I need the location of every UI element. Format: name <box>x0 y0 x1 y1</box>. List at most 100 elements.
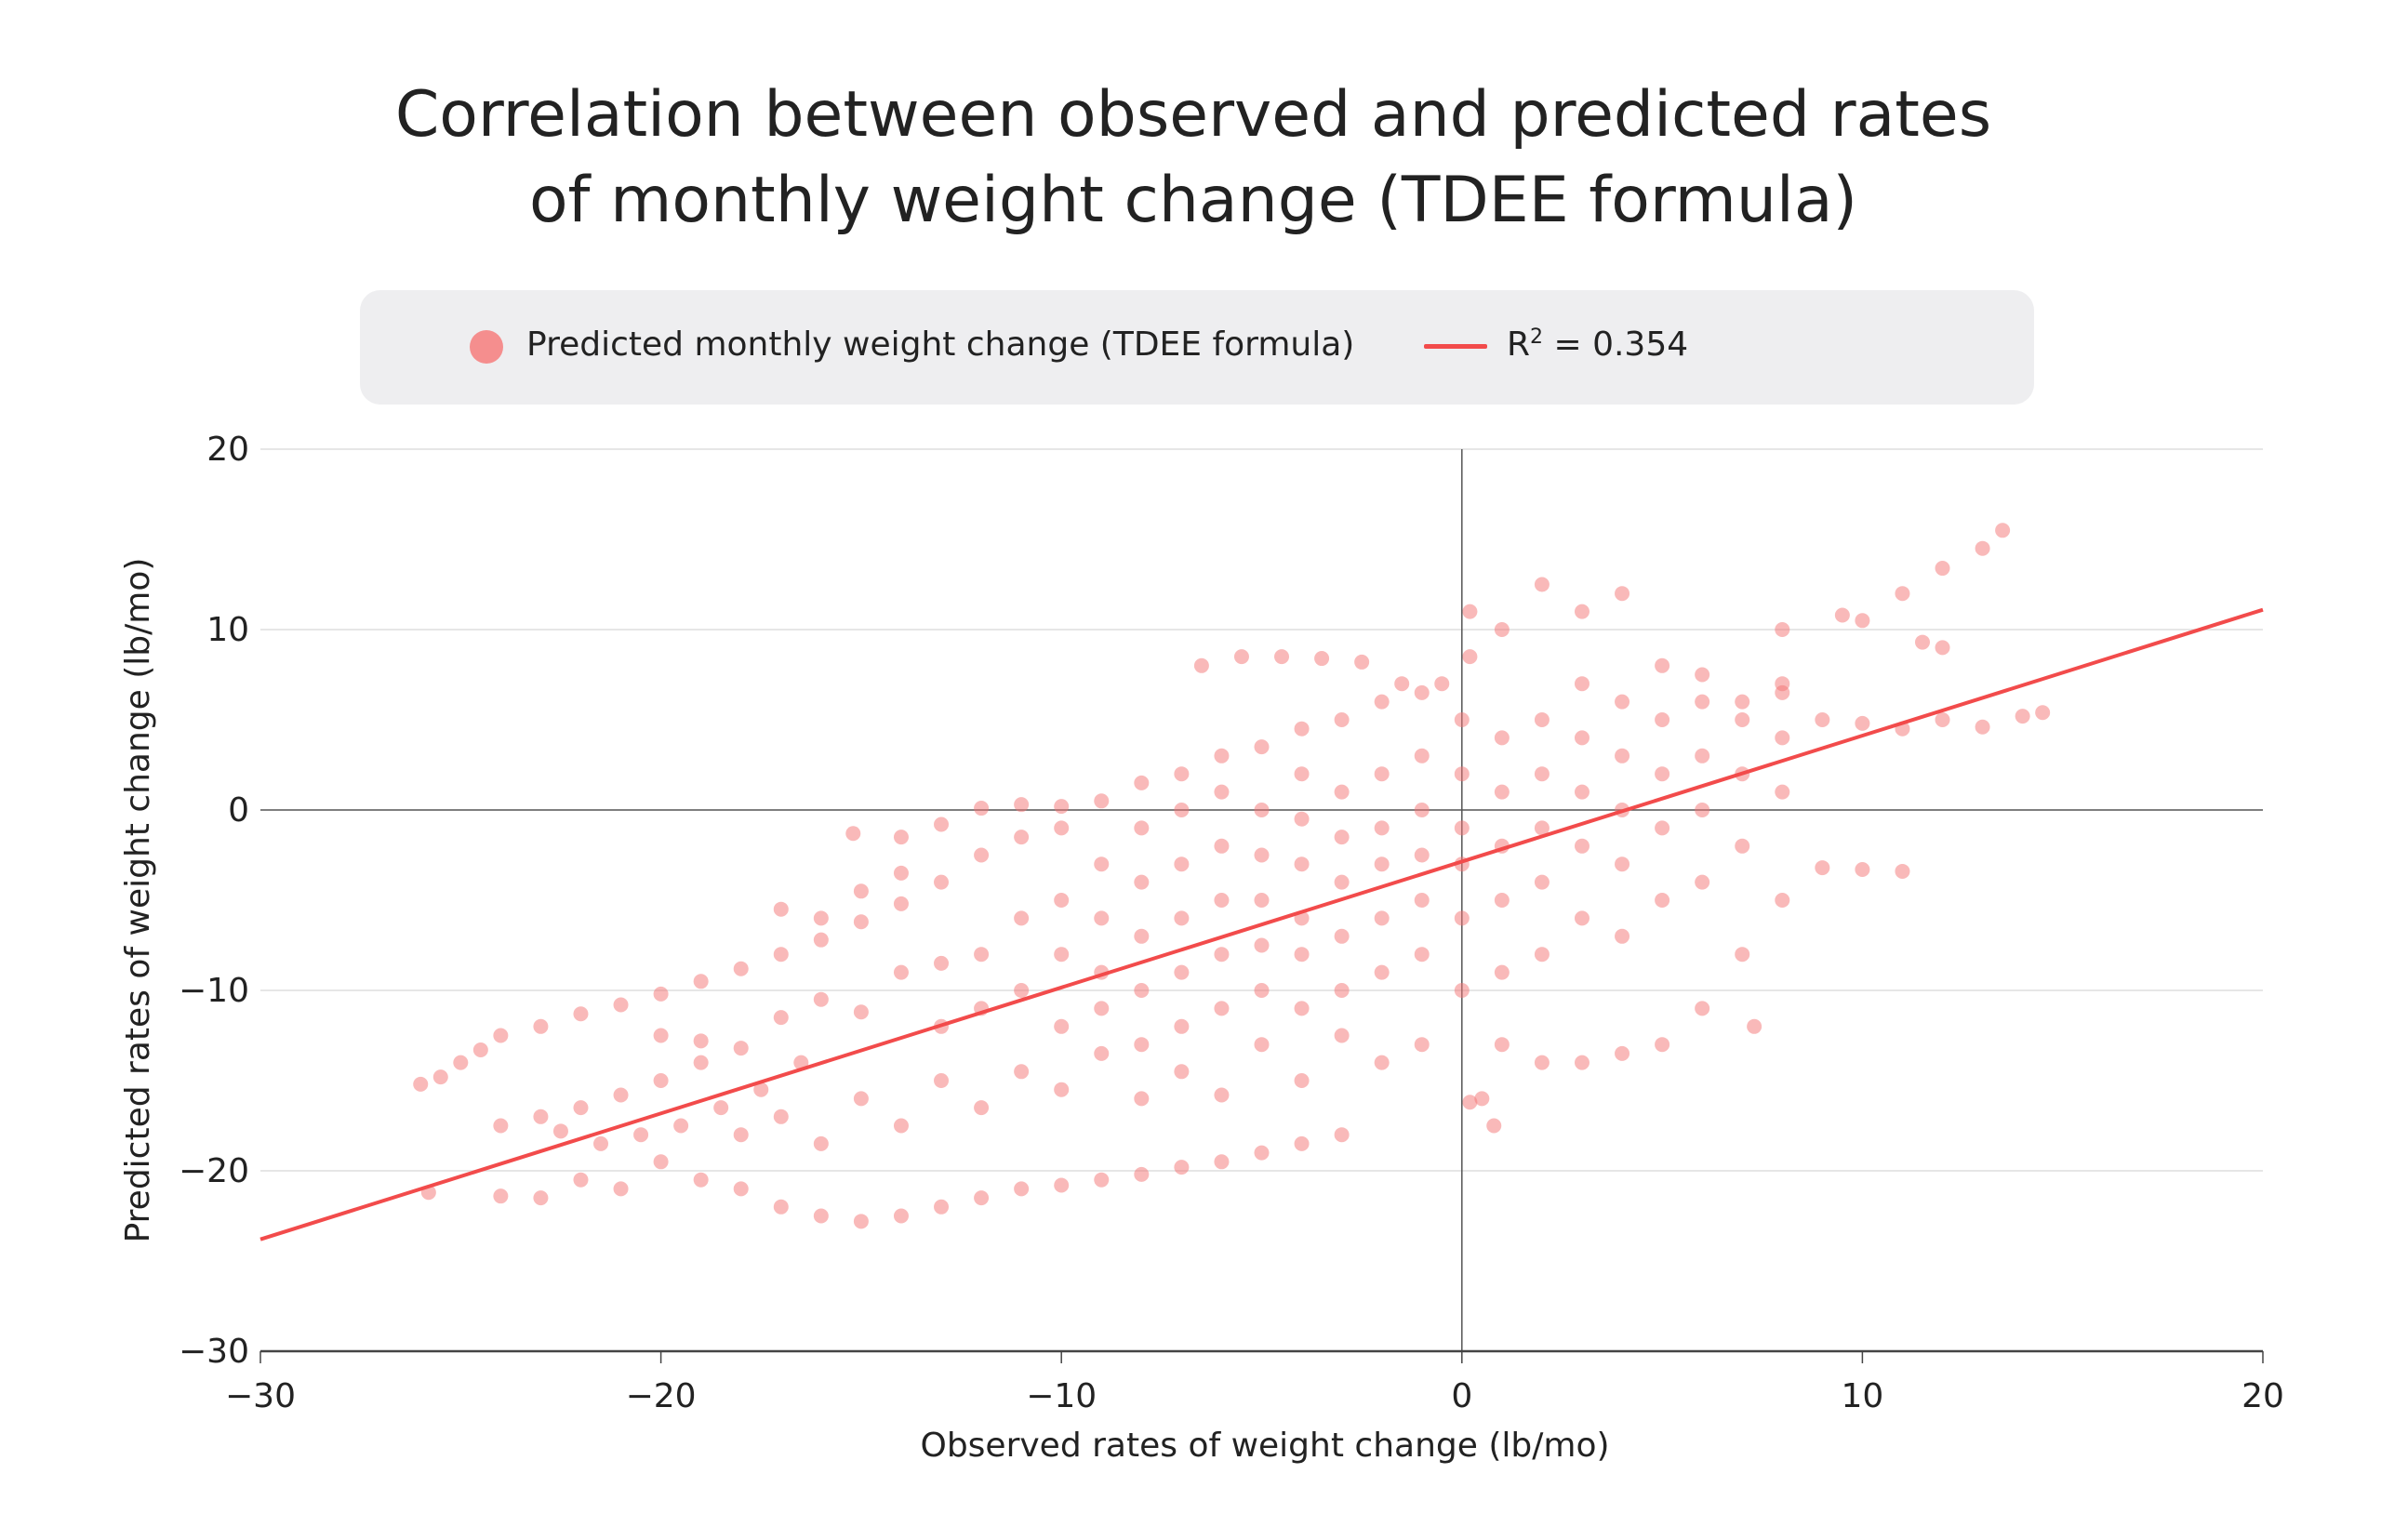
data-point <box>1534 577 1550 592</box>
data-point <box>1174 1160 1190 1175</box>
data-point <box>1374 910 1390 926</box>
data-point <box>1094 1172 1110 1188</box>
data-point <box>1574 910 1590 926</box>
data-point <box>1014 797 1030 813</box>
data-point <box>1254 1145 1270 1161</box>
data-point <box>1534 874 1550 890</box>
data-point <box>1214 947 1230 962</box>
data-point <box>1735 947 1750 962</box>
data-point <box>653 986 669 1002</box>
data-point <box>813 932 829 948</box>
data-point <box>1775 622 1790 637</box>
data-point <box>1134 1166 1150 1182</box>
data-point <box>1134 820 1150 836</box>
data-point <box>1975 719 1990 735</box>
legend-line-label: R2 = 0.354 <box>1507 325 1688 364</box>
legend-r2-value: = 0.354 <box>1543 325 1689 364</box>
data-point <box>1014 830 1030 845</box>
data-point <box>1775 730 1790 746</box>
data-point <box>1134 1091 1150 1107</box>
data-point <box>1462 1095 1478 1110</box>
y-tick-label: −20 <box>179 1152 249 1190</box>
data-point <box>934 1199 950 1215</box>
data-point <box>1094 793 1110 809</box>
data-point <box>1695 667 1710 683</box>
data-point <box>1214 893 1230 908</box>
data-point <box>1294 811 1310 827</box>
data-point <box>1334 983 1350 998</box>
data-point <box>1414 748 1430 763</box>
data-point <box>1414 847 1430 863</box>
data-point <box>813 1135 829 1151</box>
data-point <box>1615 694 1630 710</box>
data-point <box>1574 1055 1590 1070</box>
data-point <box>893 964 909 980</box>
data-point <box>1975 540 1990 556</box>
data-point <box>1334 1028 1350 1043</box>
data-point <box>1394 676 1410 692</box>
y-tick-label: 10 <box>206 611 249 649</box>
data-point <box>1094 1001 1110 1016</box>
data-point <box>1374 856 1390 872</box>
data-point <box>1747 1018 1762 1034</box>
data-point <box>1094 910 1110 926</box>
data-point <box>1334 874 1350 890</box>
y-tick-label: 0 <box>228 791 249 830</box>
data-point <box>853 1214 869 1229</box>
data-point <box>1294 766 1310 782</box>
data-point <box>1334 830 1350 845</box>
data-point <box>1174 766 1190 782</box>
data-point <box>1494 964 1510 980</box>
data-point <box>1294 856 1310 872</box>
data-point <box>733 1041 749 1056</box>
data-point <box>773 947 789 962</box>
data-point <box>1494 893 1510 908</box>
data-point <box>1054 1082 1070 1097</box>
data-point <box>1655 893 1670 908</box>
data-point <box>853 914 869 930</box>
data-point <box>1214 838 1230 854</box>
data-point <box>773 1109 789 1124</box>
data-point <box>893 865 909 881</box>
data-point <box>1462 604 1478 619</box>
legend <box>360 290 2034 405</box>
data-point <box>974 947 990 962</box>
data-point <box>1254 983 1270 998</box>
data-point <box>653 1073 669 1088</box>
legend-scatter-marker <box>470 330 503 364</box>
data-point <box>773 901 789 917</box>
data-point <box>1695 803 1710 817</box>
data-point <box>1334 784 1350 800</box>
y-tick-label: 20 <box>206 431 249 469</box>
data-point <box>1462 649 1478 665</box>
data-point <box>1054 820 1070 836</box>
data-point <box>1815 712 1830 727</box>
data-point <box>934 1073 950 1088</box>
data-point <box>693 974 709 989</box>
data-point <box>1574 676 1590 692</box>
data-point <box>1695 748 1710 763</box>
data-point <box>1294 1135 1310 1151</box>
data-point <box>1414 684 1430 700</box>
data-point <box>493 1118 509 1134</box>
legend-scatter-label: Predicted monthly weight change (TDEE fo… <box>526 325 1355 364</box>
data-point <box>493 1028 509 1043</box>
data-point <box>1294 721 1310 737</box>
data-point <box>934 816 950 832</box>
data-point <box>533 1190 549 1206</box>
data-point <box>845 826 861 842</box>
data-point <box>1294 1001 1310 1016</box>
data-point <box>1454 766 1470 782</box>
data-point <box>1855 715 1870 731</box>
data-point <box>733 1181 749 1197</box>
data-point <box>1374 1055 1390 1070</box>
data-point <box>1935 561 1950 577</box>
data-point <box>573 1100 589 1116</box>
data-point <box>1354 654 1370 670</box>
data-point <box>1935 640 1950 656</box>
data-point <box>1054 1018 1070 1034</box>
x-tick-label: −10 <box>1026 1377 1097 1415</box>
data-point <box>413 1076 429 1092</box>
y-tick-label: −30 <box>179 1333 249 1371</box>
